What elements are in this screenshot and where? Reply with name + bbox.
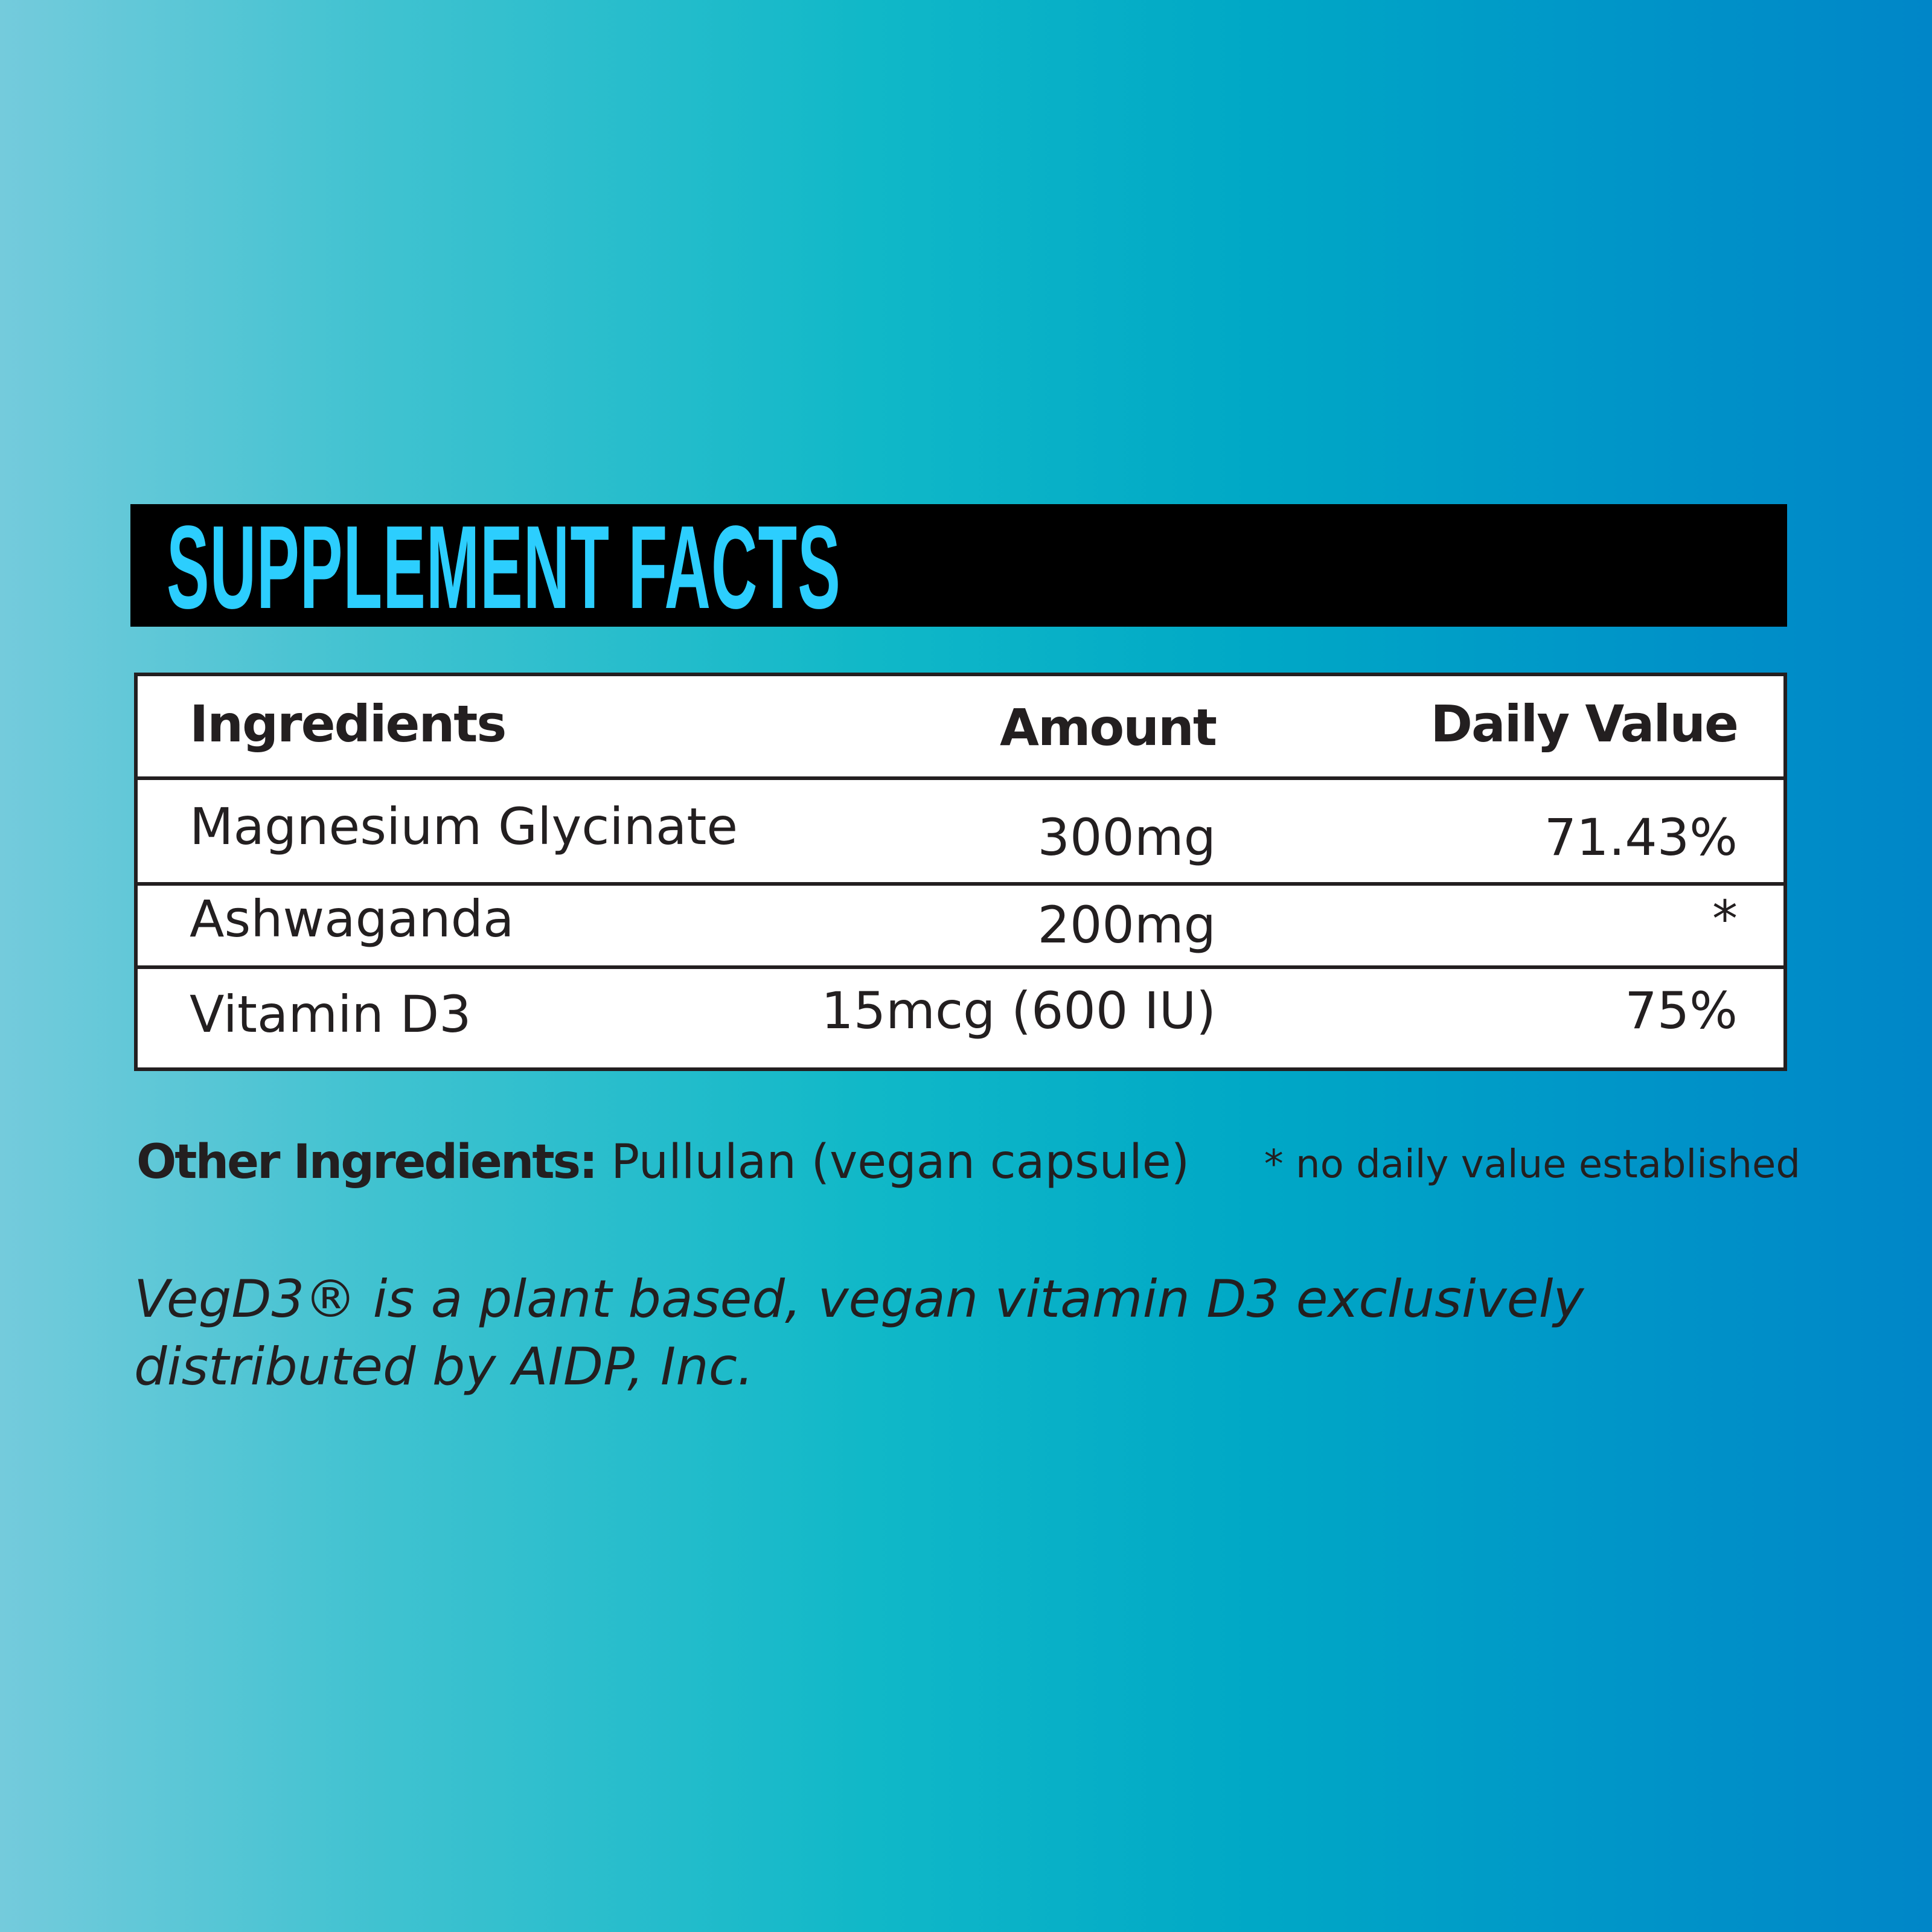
- page-title: SUPPLEMENT FACTS: [167, 501, 841, 633]
- header-ingredients: Ingredients: [190, 694, 507, 753]
- header-daily-value: Daily Value: [1430, 694, 1739, 753]
- ingredient-daily-value: 75%: [1625, 981, 1738, 1040]
- ingredient-name: Vitamin D3: [190, 985, 472, 1044]
- table-row: Vitamin D3 15mcg (600 IU) 75%: [138, 969, 1783, 1067]
- title-bar: SUPPLEMENT FACTS: [130, 504, 1787, 627]
- table-row: Magnesium Glycinate 300mg 71.43%: [138, 780, 1783, 886]
- ingredient-daily-value: *: [1712, 889, 1738, 948]
- ingredient-daily-value: 71.43%: [1544, 808, 1738, 867]
- ingredient-amount: 300mg: [1037, 808, 1216, 867]
- ingredient-amount: 15mcg (600 IU): [821, 981, 1216, 1040]
- other-ingredients: Other Ingredients: Pullulan (vegan capsu…: [136, 1135, 1189, 1189]
- vegd3-note: VegD3® is a plant based, vegan vitamin D…: [134, 1269, 1584, 1397]
- table-row: Ashwaganda 200mg *: [138, 886, 1783, 969]
- header-amount: Amount: [999, 698, 1217, 757]
- ingredient-amount: 200mg: [1037, 895, 1216, 955]
- other-ingredients-value: Pullulan (vegan capsule): [596, 1135, 1190, 1189]
- ingredient-name: Magnesium Glycinate: [190, 797, 738, 856]
- other-ingredients-label: Other Ingredients:: [136, 1135, 598, 1189]
- footnote: * no daily value established: [1264, 1142, 1800, 1187]
- supplement-facts-table: Ingredients Amount Daily Value Magnesium…: [134, 673, 1787, 1071]
- ingredient-name: Ashwaganda: [190, 889, 514, 948]
- table-header-row: Ingredients Amount Daily Value: [138, 676, 1783, 780]
